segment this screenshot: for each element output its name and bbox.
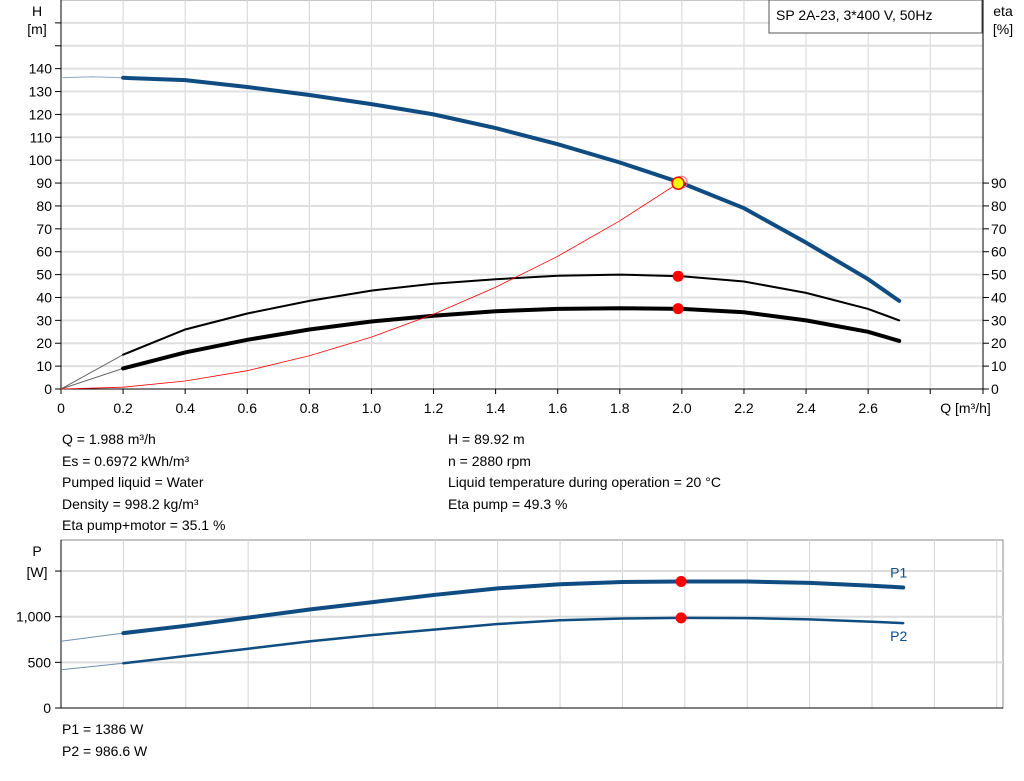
y-tick-label-left: 130	[29, 84, 53, 100]
power-y-tick-label: 1,000	[16, 609, 51, 625]
y-tick-label-left: 10	[36, 358, 52, 374]
series-label-P1: P1	[890, 564, 907, 580]
power-y-tick-label: 500	[28, 654, 52, 670]
x-tick-label: 0.2	[113, 400, 133, 416]
curve-eta_pump	[122, 273, 901, 356]
curve-P1-extension	[60, 632, 124, 642]
series-label-P2: P2	[890, 628, 907, 644]
curve-eta_pump-extension	[60, 354, 124, 390]
p1-marker	[675, 575, 687, 587]
y-tick-label-left: 100	[29, 152, 53, 168]
curve-eta_pump_motor	[121, 306, 902, 371]
info-eta-pump: Eta pump = 49.3 %	[448, 495, 568, 512]
y-tick-label-right: 20	[991, 335, 1007, 351]
curve-P2	[122, 616, 905, 665]
y-tick-label-right: 50	[991, 267, 1007, 283]
power-info: P1 = 1386 W P2 = 986.6 W	[62, 719, 147, 762]
info-energy: Es = 0.6972 kWh/m³	[62, 452, 190, 469]
operating-point-marker	[671, 176, 685, 190]
info-p1: P1 = 1386 W	[62, 721, 144, 737]
curve-P2-extension	[60, 662, 124, 671]
info-speed: n = 2880 rpm	[448, 452, 531, 469]
info-density: Density = 998.2 kg/m³	[62, 495, 199, 512]
x-tick-label: 1.0	[362, 400, 382, 416]
y-tick-label-left: 40	[36, 289, 52, 305]
curve-eta_pump_motor-extension	[60, 367, 124, 390]
y-axis-unit-left: [m]	[27, 21, 46, 37]
info-flow: Q = 1.988 m³/h	[62, 431, 156, 447]
y-tick-label-right: 0	[991, 381, 999, 397]
power-plot-area	[60, 539, 1004, 709]
y-tick-label-left: 50	[36, 267, 52, 283]
x-tick-label: 0.8	[300, 400, 320, 416]
curve-P1	[121, 579, 906, 636]
x-tick-label: 2.0	[672, 400, 692, 416]
power-y-unit: [W]	[27, 564, 48, 580]
y-tick-label-left: 20	[36, 335, 52, 351]
curve-H	[121, 75, 902, 303]
y-tick-label-right: 40	[991, 289, 1007, 305]
y-tick-label-right: 70	[991, 221, 1007, 237]
y-tick-label-right: 60	[991, 244, 1007, 260]
x-tick-label: 0	[57, 400, 65, 416]
y-tick-label-left: 120	[29, 106, 53, 122]
y-tick-label-left: 80	[36, 198, 52, 214]
title-box	[768, 0, 983, 34]
x-tick-label: 1.4	[486, 400, 506, 416]
eta-pump-marker	[672, 270, 684, 282]
x-tick-label: 0.4	[175, 400, 195, 416]
y-tick-label-left: 90	[36, 175, 52, 191]
y-tick-label-right: 10	[991, 358, 1007, 374]
info-eta-total: Eta pump+motor = 35.1 %	[62, 517, 226, 533]
info-p2: P2 = 986.6 W	[62, 742, 148, 759]
info-head: H = 89.92 m	[448, 431, 525, 447]
info-temperature: Liquid temperature during operation = 20…	[448, 474, 721, 490]
y-axis-label-left: H	[32, 3, 42, 19]
power-y-label: P	[32, 543, 41, 559]
curve-H-extension	[60, 76, 124, 79]
eta-total-marker	[672, 303, 684, 315]
x-tick-label: 1.8	[610, 400, 630, 416]
x-tick-label: 2.2	[734, 400, 754, 416]
x-tick-label: 1.6	[548, 400, 568, 416]
y-tick-label-left: 110	[30, 129, 53, 145]
y-tick-label-left: 0	[44, 381, 52, 397]
y-axis-label-right: eta	[993, 3, 1013, 19]
y-tick-label-left: 140	[29, 61, 53, 77]
info-right: H = 89.92 m n = 2880 rpm Liquid temperat…	[448, 429, 721, 515]
y-tick-label-right: 30	[991, 312, 1007, 328]
x-axis-label: Q [m³/h]	[940, 400, 991, 416]
x-tick-label: 2.6	[858, 400, 878, 416]
p2-marker	[675, 612, 687, 624]
y-tick-label-left: 30	[36, 312, 52, 328]
x-tick-label: 0.6	[238, 400, 258, 416]
curve-system	[60, 182, 679, 390]
info-liquid: Pumped liquid = Water	[62, 474, 204, 490]
y-tick-label-right: 90	[991, 175, 1007, 191]
y-tick-label-right: 80	[991, 198, 1007, 214]
y-tick-label-left: 60	[36, 244, 52, 260]
y-tick-label-left: 70	[36, 221, 52, 237]
x-tick-label: 1.2	[424, 400, 444, 416]
x-tick-label: 2.4	[796, 400, 816, 416]
plot-area	[60, 0, 984, 390]
power-y-tick-label: 0	[43, 700, 51, 716]
info-left: Q = 1.988 m³/h Es = 0.6972 kWh/m³ Pumped…	[62, 429, 225, 537]
chart-title: SP 2A-23, 3*400 V, 50Hz	[776, 7, 932, 23]
y-axis-unit-right: [%]	[993, 21, 1013, 37]
